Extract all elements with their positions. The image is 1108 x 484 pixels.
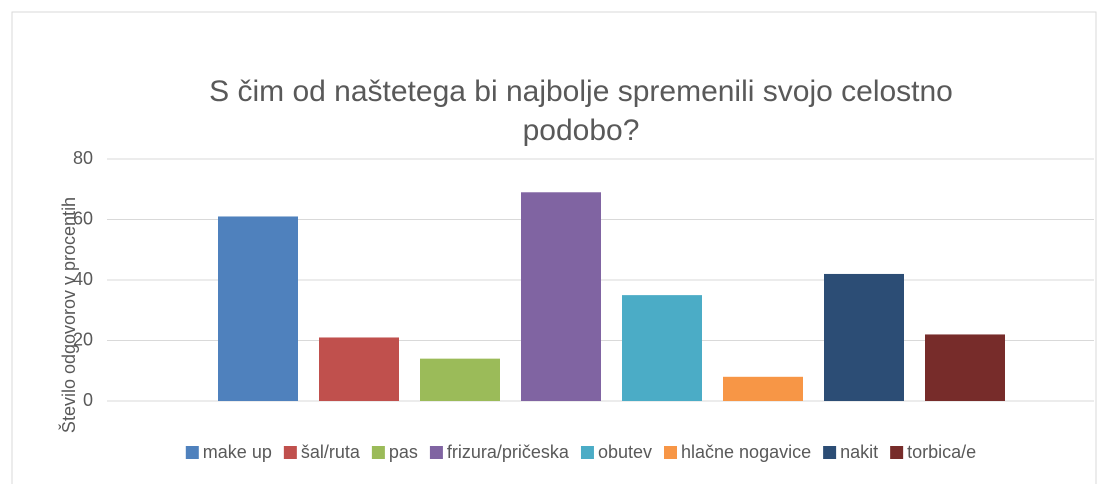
bar [622,295,702,401]
bar [925,334,1005,401]
legend-swatch [580,446,594,459]
legend-label: torbica/e [907,442,976,462]
bar [824,273,904,401]
bar [420,358,500,401]
y-tick-label: 40 [73,269,93,289]
legend-swatch [664,446,678,459]
legend-label: šal/ruta [301,442,361,462]
legend-label: obutev [598,442,652,462]
legend-swatch [283,446,297,459]
bar [521,192,601,401]
y-tick-label: 80 [73,148,93,168]
y-tick-label: 20 [73,329,93,349]
bar [319,337,399,401]
legend-swatch [890,446,904,459]
bar [723,376,803,401]
legend-swatch [429,446,443,459]
chart-title: S čim od naštetega bi najbolje spremenil… [209,75,953,147]
legend-swatch [185,446,199,459]
legend-swatch [371,446,385,459]
legend-label: frizura/pričeska [447,442,570,462]
legend-label: hlačne nogavice [681,442,811,462]
y-axis-label: Število odgovorov v procentih [58,197,79,433]
legend-label: nakit [840,442,878,462]
y-tick-label: 0 [83,390,93,410]
legend-label: pas [389,442,418,462]
legend-label: make up [203,442,272,462]
legend-swatch [823,446,837,459]
y-tick-label: 60 [73,208,93,228]
bar [218,216,298,401]
